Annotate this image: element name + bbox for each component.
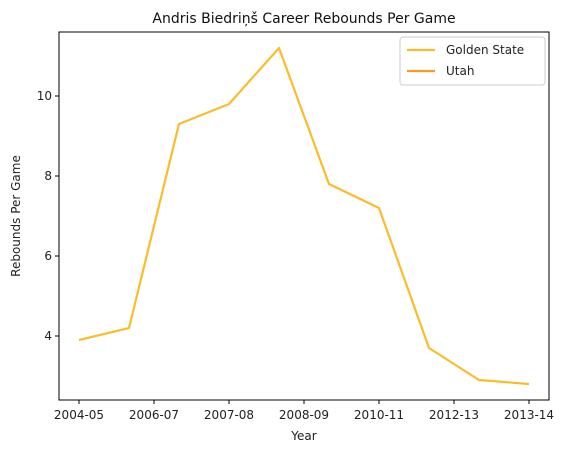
y-axis: 4 6 8 10: [37, 89, 59, 343]
chart-title: Andris Biedriņš Career Rebounds Per Game: [152, 11, 455, 27]
series-lines: [78, 46, 530, 386]
x-axis-label: Year: [290, 429, 316, 443]
x-tick-label: 2010-11: [354, 408, 404, 422]
legend-label: Utah: [446, 64, 474, 78]
x-tick-label: 2007-08: [204, 408, 254, 422]
legend: Golden State Utah: [399, 36, 546, 86]
x-tick-label: 2013-14: [504, 408, 554, 422]
y-tick-label: 4: [44, 329, 52, 343]
legend-label: Golden State: [446, 43, 524, 57]
legend-box: [399, 36, 546, 86]
x-tick-label: 2004-05: [54, 408, 104, 422]
y-axis-label: Rebounds Per Game: [9, 155, 23, 277]
x-axis: 2004-05 2006-07 2007-08 2008-09 2010-11 2012-…: [54, 400, 554, 422]
x-tick-label: 2008-09: [279, 408, 329, 422]
y-tick-label: 6: [44, 249, 52, 263]
y-tick-label: 10: [37, 89, 52, 103]
x-tick-label: 2012-13: [429, 408, 479, 422]
plot-area: [58, 31, 550, 401]
x-tick-label: 2006-07: [129, 408, 179, 422]
series-line: [78, 46, 530, 386]
y-tick-label: 8: [44, 169, 52, 183]
